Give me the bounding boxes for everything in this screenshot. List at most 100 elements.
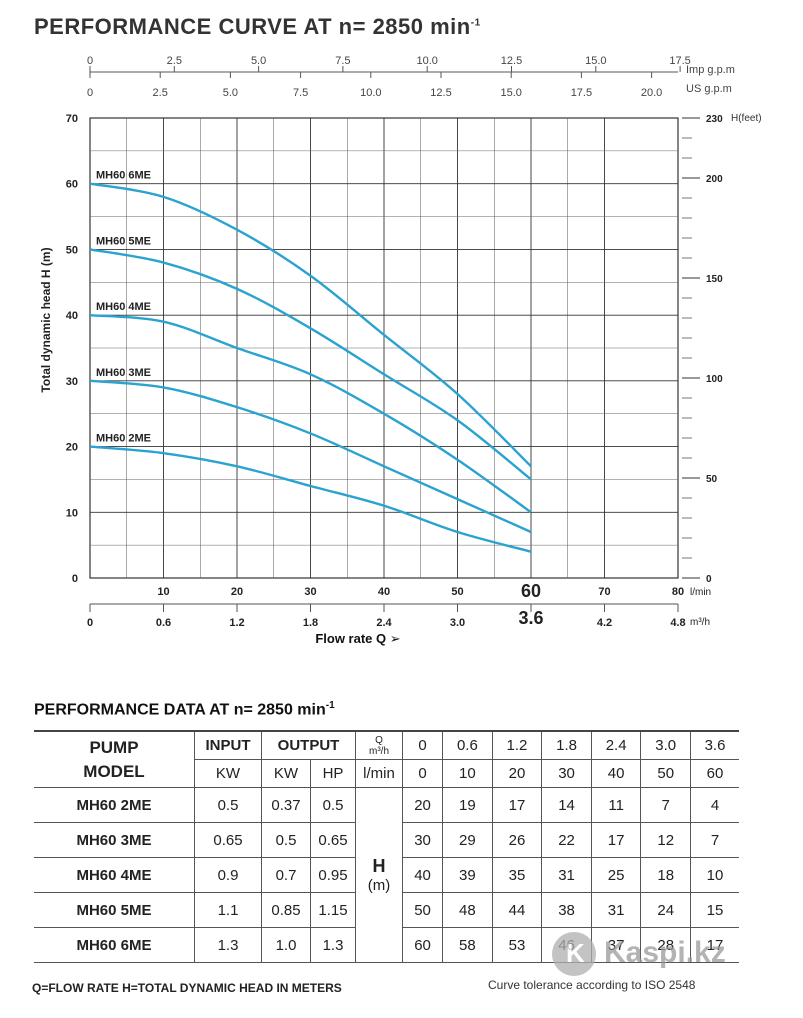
us-tick-label: 7.5 <box>293 87 308 99</box>
x-unit-label: l/min <box>690 587 711 598</box>
input-kw-cell: 0.5 <box>194 787 262 823</box>
m3h-cell: 3.0 <box>640 730 691 760</box>
table-row: MH60 2ME 0.5 0.37 0.5 H (m) 20 19 17 14 1… <box>34 787 739 963</box>
y-tick-label: 70 <box>66 113 78 125</box>
m3h-cell: 2.4 <box>591 730 642 760</box>
output-kw-cell: 0.85 <box>261 892 311 928</box>
output-hp-cell: 1.3 <box>310 927 356 963</box>
output-kw-cell: 0.7 <box>261 857 311 893</box>
series-label: MH60 5ME <box>96 235 151 247</box>
head-cell: 7 <box>640 787 691 823</box>
pump-model-header: PUMP MODEL <box>34 730 195 788</box>
head-cell: 60 <box>402 927 444 963</box>
head-cell: 17 <box>690 927 739 963</box>
m3h-cell: 0.6 <box>442 730 493 760</box>
us-tick-label: 20.0 <box>641 87 662 99</box>
model-cell: MH60 4ME <box>34 857 195 893</box>
head-cell: 31 <box>541 857 592 893</box>
kaspi-logo-icon: K <box>552 932 596 976</box>
x-axis-label: Flow rate Q ➢ <box>315 631 400 646</box>
y-axis-label: Total dynamic head H (m) <box>39 247 53 392</box>
feet-tick-label: 50 <box>706 474 718 485</box>
lmin-cell: 40 <box>591 759 642 788</box>
head-cell: 10 <box>690 857 739 893</box>
y-tick-label: 0 <box>72 573 78 585</box>
series-label: MH60 2ME <box>96 433 151 445</box>
head-cell: 18 <box>640 857 691 893</box>
model-cell: MH60 2ME <box>34 787 195 823</box>
m3h-cell: 1.2 <box>492 730 543 760</box>
y-tick-label: 50 <box>66 244 78 256</box>
input-kw-cell: 0.65 <box>194 822 262 858</box>
head-unit-cell: H (m) <box>355 787 403 963</box>
imp-tick-label: 12.5 <box>501 55 522 67</box>
x-tick-label: 80 <box>672 586 684 598</box>
lmin-cell: 30 <box>541 759 592 788</box>
x-tick-label: 40 <box>378 586 390 598</box>
x-tick-label: 70 <box>598 586 610 598</box>
x-tick-label: 60 <box>521 581 541 601</box>
watermark-text: Kaspi.kz <box>604 936 726 969</box>
feet-tick-label: 200 <box>706 174 723 185</box>
output-hp-cell: 1.15 <box>310 892 356 928</box>
x-tick-label: 10 <box>157 586 169 598</box>
m3h-cell: 3.6 <box>690 730 739 760</box>
head-cell: 38 <box>541 892 592 928</box>
feet-tick-label: 230 <box>706 114 723 125</box>
head-cell: 25 <box>591 857 642 893</box>
lmin-cell: 0 <box>402 759 444 788</box>
us-tick-label: 5.0 <box>223 87 238 99</box>
m3h-tick-label: 4.2 <box>597 617 612 629</box>
input-kw-cell: 0.9 <box>194 857 262 893</box>
us-tick-label: 0 <box>87 87 93 99</box>
head-cell: 17 <box>492 787 543 823</box>
head-cell: 15 <box>690 892 739 928</box>
table-row: MH60 5ME 1.1 0.85 1.15 50 48 44 38 31 24… <box>34 892 739 928</box>
x-tick-label: 20 <box>231 586 243 598</box>
m3h-cell: 1.8 <box>541 730 592 760</box>
head-cell: 26 <box>492 822 543 858</box>
feet-tick-label: 100 <box>706 374 723 385</box>
table-row: MH60 4ME 0.9 0.7 0.95 40 39 35 31 25 18 … <box>34 857 739 893</box>
watermark: K Kaspi.kz <box>550 928 750 984</box>
feet-axis-label: H(feet) <box>731 113 762 124</box>
head-cell: 14 <box>541 787 592 823</box>
feet-tick-label: 150 <box>706 274 723 285</box>
m3h-unit-label: m³/h <box>690 617 710 628</box>
model-cell: MH60 6ME <box>34 927 195 963</box>
m3h-tick-label: 0 <box>87 617 93 629</box>
footnote-legend: Q=FLOW RATE H=TOTAL DYNAMIC HEAD IN METE… <box>32 981 342 995</box>
head-cell: 39 <box>442 857 493 893</box>
head-cell: 40 <box>402 857 444 893</box>
imp-axis-label: Imp g.p.m <box>686 64 735 76</box>
input-kw-cell: 1.3 <box>194 927 262 963</box>
table-subheader-row: KW KW HP l/min 0 10 20 30 40 50 60 <box>34 759 739 788</box>
imp-tick-label: 17.5 <box>669 55 690 67</box>
head-cell: 30 <box>402 822 444 858</box>
head-cell: 12 <box>640 822 691 858</box>
table-title: PERFORMANCE DATA AT n= 2850 min-1 <box>34 700 335 719</box>
m3h-tick-label: 3.6 <box>518 608 543 628</box>
lmin-cell: 10 <box>442 759 493 788</box>
us-tick-label: 17.5 <box>571 87 592 99</box>
head-cell: 48 <box>442 892 493 928</box>
head-cell: 29 <box>442 822 493 858</box>
head-cell: 28 <box>640 927 691 963</box>
table-row: MH60 6ME 1.3 1.0 1.3 60 58 53 46 37 28 1… <box>34 927 739 963</box>
head-cell: 4 <box>690 787 739 823</box>
lmin-cell: 50 <box>640 759 691 788</box>
lmin-cell: 20 <box>492 759 543 788</box>
footnote-tolerance: Curve tolerance according to ISO 2548 <box>488 978 696 992</box>
output-kw-cell: 0.5 <box>261 822 311 858</box>
head-cell: 58 <box>442 927 493 963</box>
head-cell: 31 <box>591 892 642 928</box>
m3h-tick-label: 3.0 <box>450 617 465 629</box>
us-tick-label: 2.5 <box>153 87 168 99</box>
input-header: INPUT <box>194 730 262 760</box>
output-header: OUTPUT <box>261 730 356 760</box>
input-kw-cell: 1.1 <box>194 892 262 928</box>
input-kw-header: KW <box>194 759 262 788</box>
m3h-tick-label: 4.8 <box>670 617 685 629</box>
